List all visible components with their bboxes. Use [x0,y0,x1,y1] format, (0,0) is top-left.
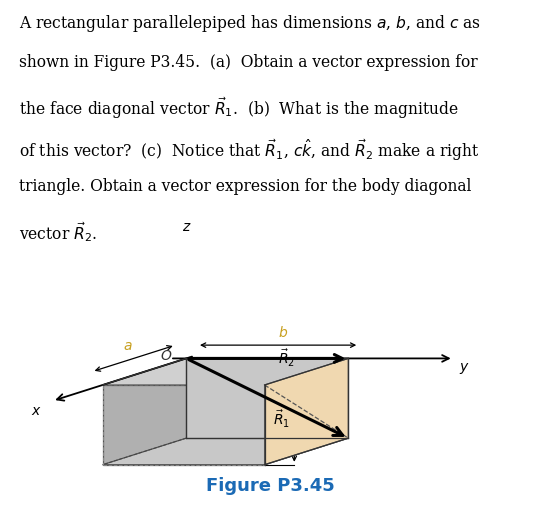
Text: $b$: $b$ [279,325,288,340]
Text: $a$: $a$ [124,339,133,353]
Polygon shape [103,385,265,464]
Text: $\vec{R}_2$: $\vec{R}_2$ [278,348,295,369]
Text: triangle. Obtain a vector expression for the body diagonal: triangle. Obtain a vector expression for… [19,178,471,195]
Polygon shape [265,358,348,464]
Text: $c$: $c$ [305,418,314,432]
Text: of this vector?  (c)  Notice that $\vec{R}_1$, $c\hat{k}$, and $\vec{R}_2$ make : of this vector? (c) Notice that $\vec{R}… [19,137,480,163]
Text: shown in Figure P3.45.  (a)  Obtain a vector expression for: shown in Figure P3.45. (a) Obtain a vect… [19,54,477,71]
Text: $O$: $O$ [160,349,173,363]
Polygon shape [103,358,348,385]
Text: $\vec{R}_1$: $\vec{R}_1$ [273,409,290,430]
Text: $y$: $y$ [459,361,470,376]
Text: vector $\vec{R}_2$.: vector $\vec{R}_2$. [19,220,97,244]
Polygon shape [103,438,348,464]
Text: $x$: $x$ [31,404,42,417]
Text: the face diagonal vector $\vec{R}_1$.  (b)  What is the magnitude: the face diagonal vector $\vec{R}_1$. (b… [19,96,458,121]
Polygon shape [186,358,348,438]
Text: Figure P3.45: Figure P3.45 [206,477,334,495]
Text: A rectangular parallelepiped has dimensions $a$, $b$, and $c$ as: A rectangular parallelepiped has dimensi… [19,13,481,34]
Text: $z$: $z$ [181,220,191,234]
